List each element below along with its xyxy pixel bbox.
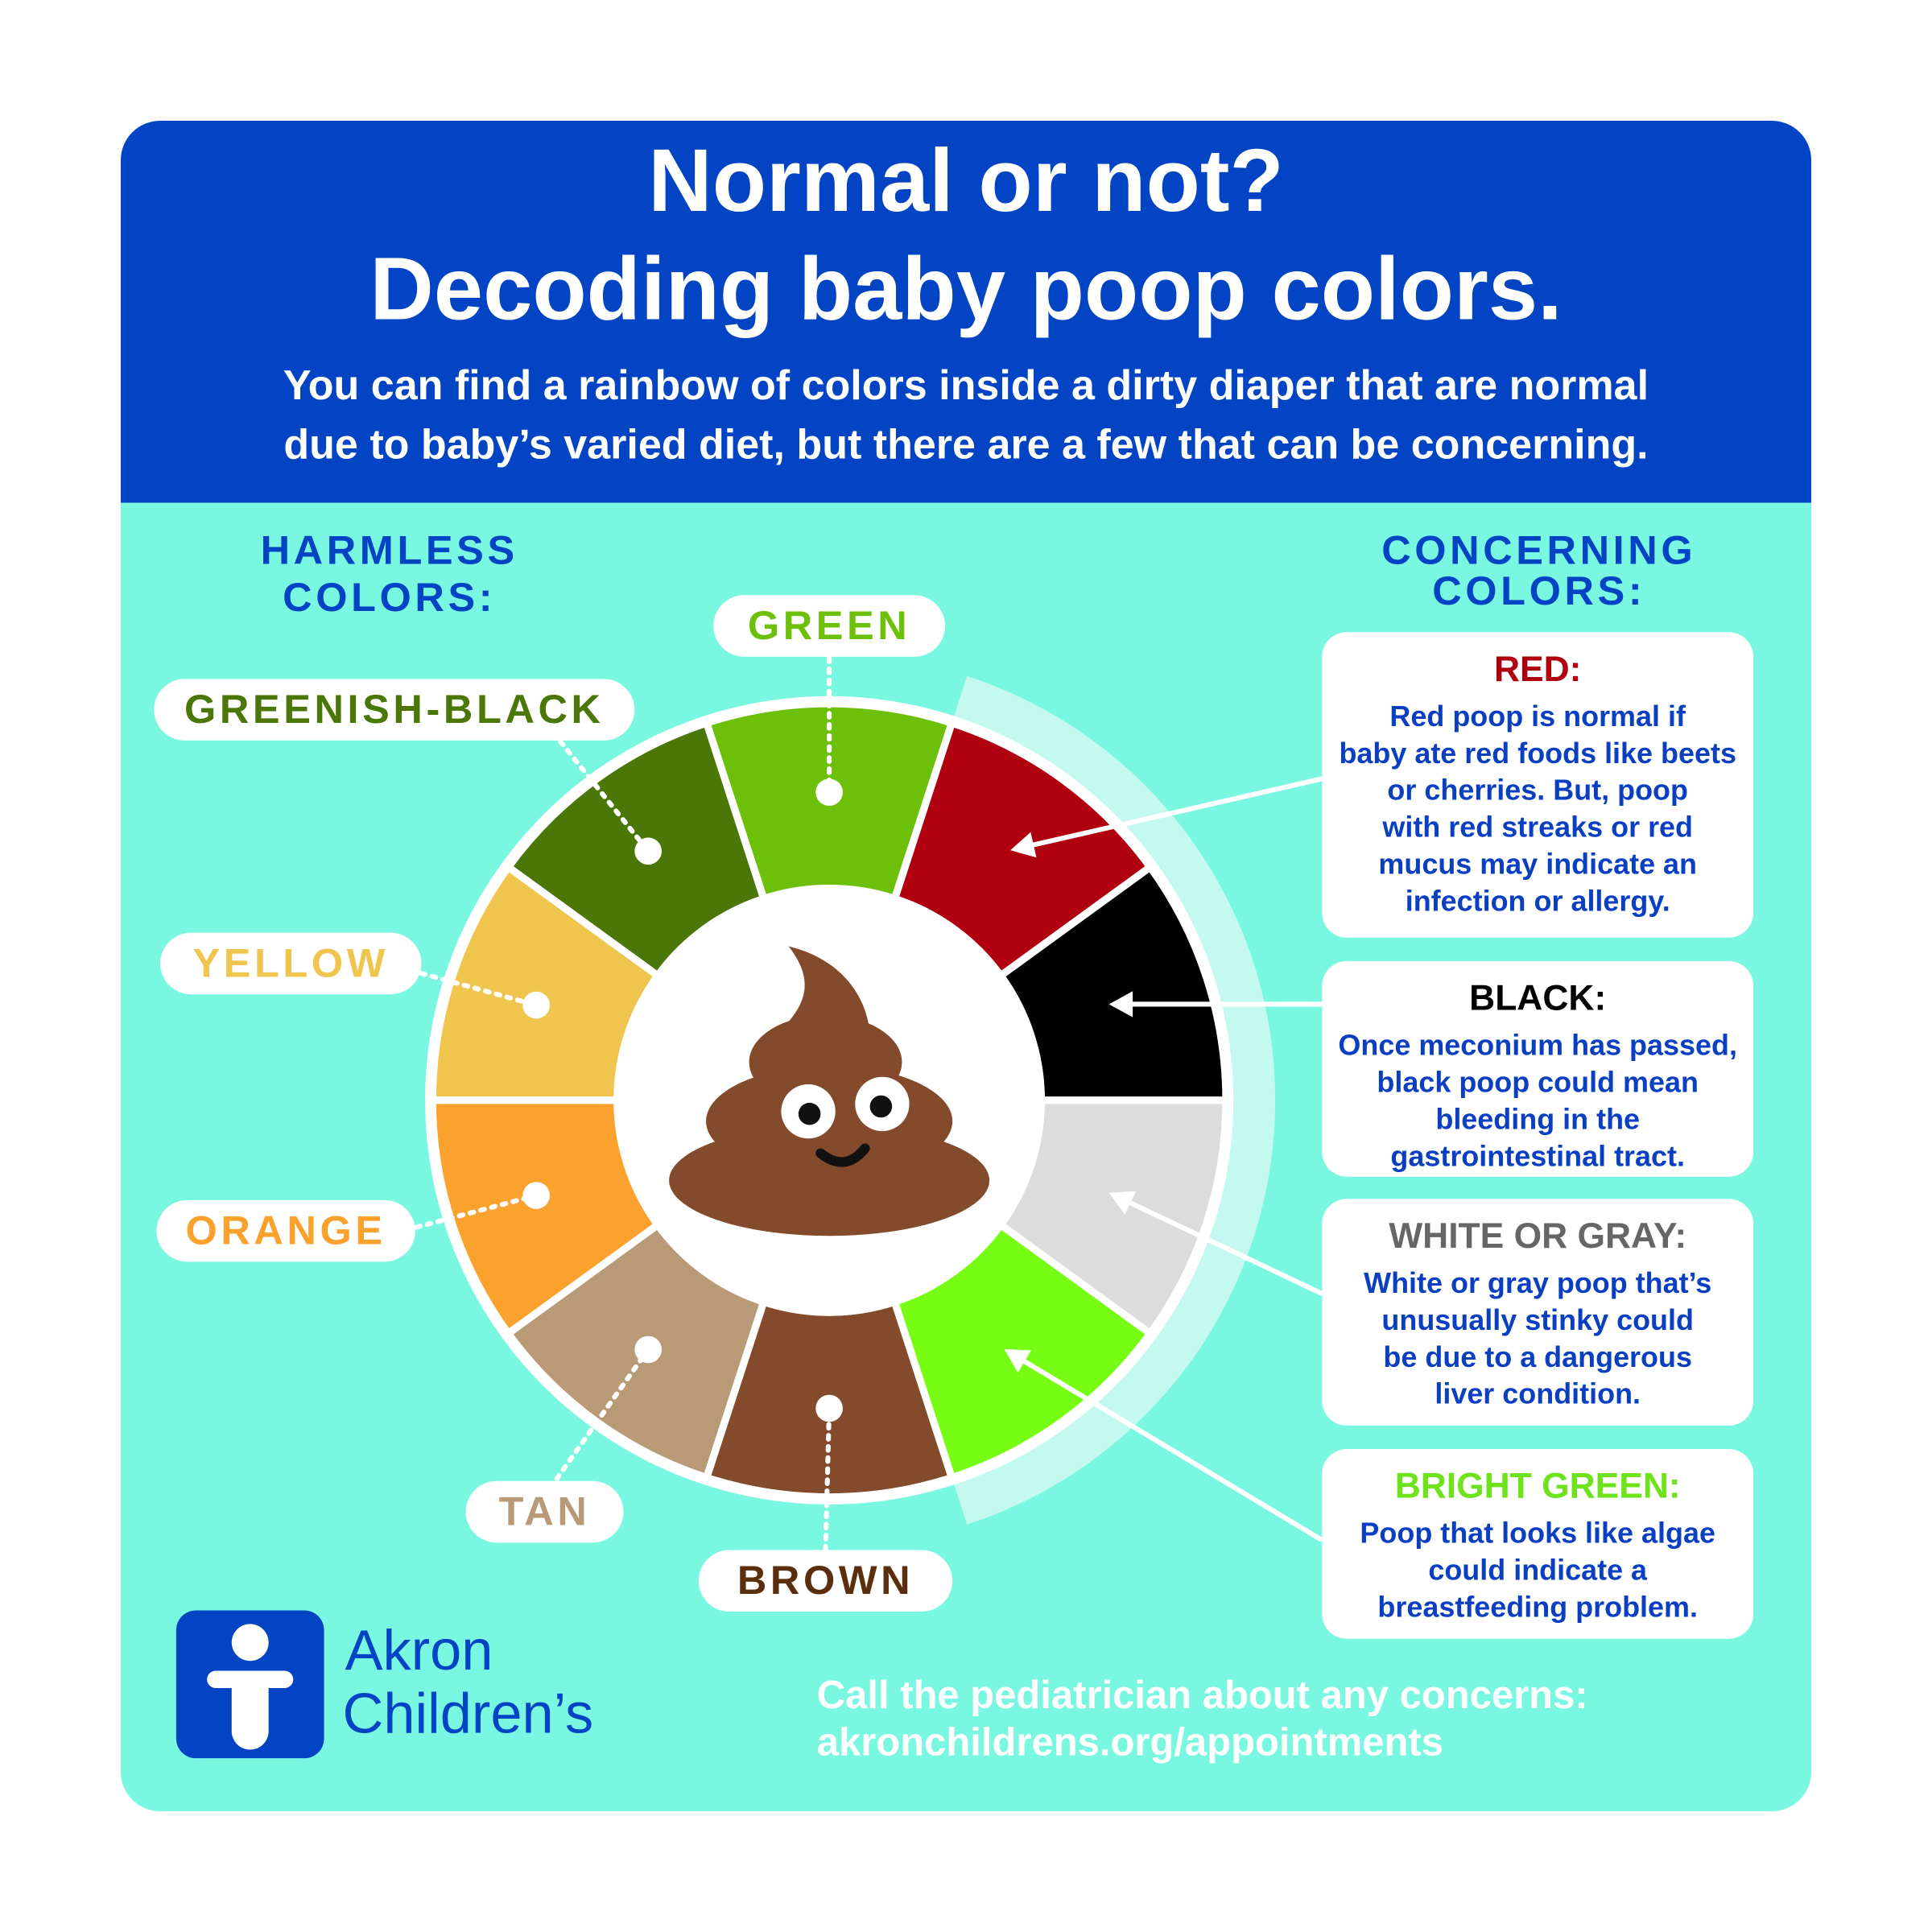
arrow-head (1004, 1349, 1032, 1373)
label-pill (159, 932, 422, 995)
section-heading: HARMLESS (261, 527, 518, 573)
label-pill (698, 1550, 953, 1612)
leader-line (419, 971, 539, 1008)
label-pill (156, 1199, 415, 1262)
concern-title: BRIGHT GREEN: (1395, 1467, 1681, 1506)
concern-text: with red streaks or red (1381, 811, 1693, 844)
leader-dot (815, 1394, 843, 1422)
section-heading: COLORS: (1432, 568, 1645, 613)
concern-text: liver condition. (1435, 1377, 1641, 1410)
arrow-head (1010, 832, 1037, 858)
leader-dot (522, 1182, 551, 1209)
section-heading: COLORS: (283, 574, 496, 620)
concern-box (1322, 1199, 1754, 1426)
concern-box (1322, 960, 1754, 1177)
concern-text: baby ate red foods like beets (1339, 737, 1736, 770)
title-line: Normal or not? (648, 131, 1284, 230)
concern-title: WHITE OR GRAY: (1389, 1216, 1686, 1256)
concern-text: black poop could mean (1377, 1065, 1699, 1098)
leader-line (554, 1347, 651, 1481)
concern-text: Red poop is normal if (1389, 700, 1686, 733)
footer-line: akronchildrens.org/appointments (817, 1720, 1443, 1764)
concern-text: unusually stinky could (1381, 1303, 1694, 1336)
concern-text: Poop that looks like algae (1360, 1517, 1715, 1550)
leader-line (414, 1193, 539, 1230)
concern-text: could indicate a (1428, 1554, 1648, 1587)
arrow-line (1119, 1195, 1323, 1296)
label-pill (465, 1480, 624, 1543)
leader-dot (634, 1335, 663, 1364)
color-label: GREENISH-BLACK (184, 686, 605, 732)
logo: Akron Children’s (175, 1610, 594, 1759)
logo-text: Children’s (343, 1681, 594, 1744)
subtitle-line: You can find a rainbow of colors inside … (283, 362, 1649, 409)
label-pill (154, 679, 635, 741)
poop-emoji (669, 946, 990, 1236)
labels: GREEN GREENISH-BLACK YELLOW ORANGE TAN BROWN (154, 595, 953, 1612)
arrow-line (1013, 1353, 1323, 1542)
subtitle-line: due to baby’s varied diet, but there are… (283, 421, 1648, 468)
arrow-line (1022, 776, 1323, 850)
color-label: GREEN (748, 602, 911, 648)
concern-text: be due to a dangerous (1383, 1340, 1692, 1373)
header-band (121, 121, 1811, 503)
concern-text: gastrointestinal tract. (1390, 1139, 1685, 1172)
leader-dot (634, 837, 663, 865)
concern-boxes: RED: Red poop is normal if baby ate red fo… (1004, 632, 1754, 1639)
concern-text: White or gray poop that’s (1364, 1266, 1711, 1299)
concern-box (1322, 632, 1754, 938)
concern-text: mucus may indicate an (1378, 848, 1697, 881)
concern-box (1322, 1449, 1754, 1639)
concern-title: RED: (1494, 650, 1581, 689)
color-label: TAN (499, 1488, 591, 1534)
color-label: YELLOW (192, 939, 389, 985)
logo-text: Akron (345, 1618, 493, 1682)
concern-title: BLACK: (1469, 979, 1606, 1018)
arrow-head (1108, 1191, 1137, 1215)
color-label: ORANGE (185, 1207, 386, 1253)
arrow-head (1108, 991, 1133, 1018)
concern-text: bleeding in the (1435, 1102, 1640, 1135)
color-label: BROWN (737, 1557, 914, 1603)
concern-arc (952, 675, 1276, 1525)
leader-dot (815, 778, 843, 807)
title-line: Decoding baby poop colors. (369, 239, 1563, 338)
label-pill (713, 595, 945, 657)
leader-dot (522, 991, 551, 1019)
footer-line: Call the pediatrician about any concerns… (817, 1674, 1588, 1717)
section-heading: CONCERNING (1381, 527, 1696, 573)
concern-text: Once meconium has passed, (1338, 1029, 1737, 1062)
concern-text: or cherries. But, poop (1387, 774, 1688, 807)
concern-text: breastfeeding problem. (1377, 1590, 1698, 1623)
leader-line (558, 739, 651, 854)
concern-text: infection or allergy. (1406, 884, 1670, 917)
leader-line (823, 1406, 832, 1553)
